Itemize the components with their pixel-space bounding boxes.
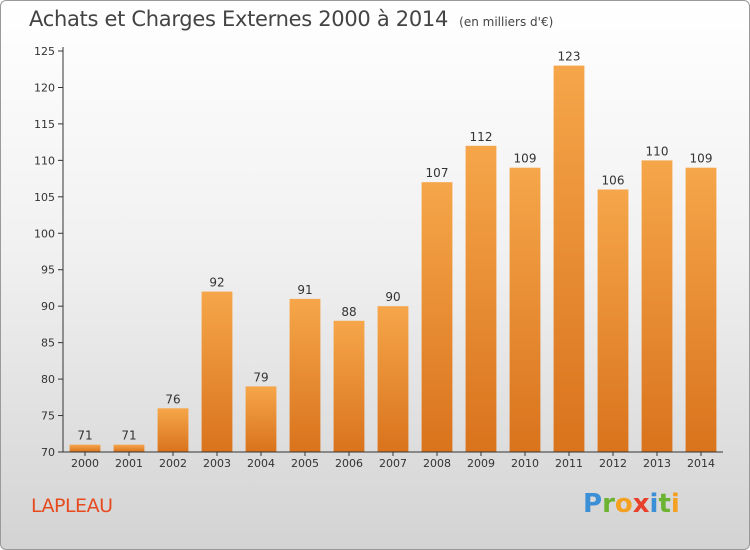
chart-title: Achats et Charges Externes 2000 à 2014 [29, 7, 449, 31]
logo-letter: i [649, 489, 659, 519]
bar-2006 [333, 320, 365, 452]
y-tick-label-95: 95 [41, 264, 55, 277]
y-tick-label-80: 80 [41, 373, 55, 386]
bar-2001 [113, 444, 145, 452]
x-tick-label-2007: 2007 [379, 457, 407, 470]
data-label-2012: 106 [602, 174, 625, 188]
x-tick-label-2009: 2009 [467, 457, 495, 470]
x-tick-label-2008: 2008 [423, 457, 451, 470]
data-label-2004: 79 [253, 370, 268, 384]
bar-2011 [553, 65, 585, 452]
bar-2007 [377, 306, 409, 452]
bar-2012 [597, 189, 629, 452]
y-tick-label-70: 70 [41, 446, 55, 459]
y-tick-label-100: 100 [34, 227, 55, 240]
bar-2014 [685, 167, 717, 452]
y-tick-label-75: 75 [41, 410, 55, 423]
x-tick-label-2005: 2005 [291, 457, 319, 470]
bar-2004 [245, 386, 277, 452]
logo-letter: t [658, 489, 671, 519]
bars: 71 71 76 92 79 91 88 90 107 112 109 123 106 110 109 [69, 50, 717, 453]
bar-2010 [509, 167, 541, 452]
title-row: Achats et Charges Externes 2000 à 2014 (… [29, 7, 553, 31]
data-label-2001: 71 [121, 429, 136, 443]
bar-2003 [201, 291, 233, 452]
commune-name: LAPLEAU [31, 495, 113, 517]
y-tick-label-85: 85 [41, 337, 55, 350]
x-tick-label-2014: 2014 [687, 457, 715, 470]
data-label-2013: 110 [646, 144, 669, 158]
x-tick-label-2003: 2003 [203, 457, 231, 470]
bar-2002 [157, 408, 189, 452]
x-tick-label-2013: 2013 [643, 457, 671, 470]
logo-letter: i [670, 489, 680, 519]
x-tick-label-2010: 2010 [511, 457, 539, 470]
data-label-2002: 76 [165, 392, 180, 406]
y-tick-label-115: 115 [34, 118, 55, 131]
data-label-2009: 112 [470, 130, 493, 144]
data-label-2008: 107 [426, 166, 449, 180]
x-tick-label-2001: 2001 [115, 457, 143, 470]
data-label-2007: 90 [385, 290, 400, 304]
bar-2008 [421, 182, 453, 452]
x-tick-label-2004: 2004 [247, 457, 275, 470]
data-label-2014: 109 [690, 152, 713, 166]
logo-letter: o [614, 489, 633, 519]
x-tick-label-2000: 2000 [71, 457, 99, 470]
y-tick-label-105: 105 [34, 191, 55, 204]
axes: 2000 2001 2002 2003 2004 2005 2006 2007 2008 2009… [34, 45, 723, 470]
data-label-2000: 71 [77, 429, 92, 443]
data-label-2003: 92 [209, 276, 224, 290]
bar-2000 [69, 444, 101, 452]
data-label-2010: 109 [514, 152, 537, 166]
y-tick-label-125: 125 [34, 45, 55, 58]
x-tick-label-2012: 2012 [599, 457, 627, 470]
x-tick-label-2002: 2002 [159, 457, 187, 470]
logo-letter: x [632, 489, 650, 519]
logo-letter: P [583, 489, 603, 519]
y-tick-label-90: 90 [41, 300, 55, 313]
x-tick-label-2006: 2006 [335, 457, 363, 470]
data-label-2006: 88 [341, 305, 356, 319]
logo-letter: r [602, 489, 615, 519]
y-tick-label-120: 120 [34, 82, 55, 95]
y-tick-label-110: 110 [34, 154, 55, 167]
data-label-2011: 123 [558, 50, 581, 64]
bar-2009 [465, 145, 497, 453]
chart-subtitle: (en milliers d'€) [459, 15, 554, 29]
x-tick-label-2011: 2011 [555, 457, 583, 470]
bar-2013 [641, 160, 673, 452]
data-label-2005: 91 [297, 283, 312, 297]
bar-2005 [289, 298, 321, 452]
proxiti-logo: Proxiti [583, 489, 680, 519]
